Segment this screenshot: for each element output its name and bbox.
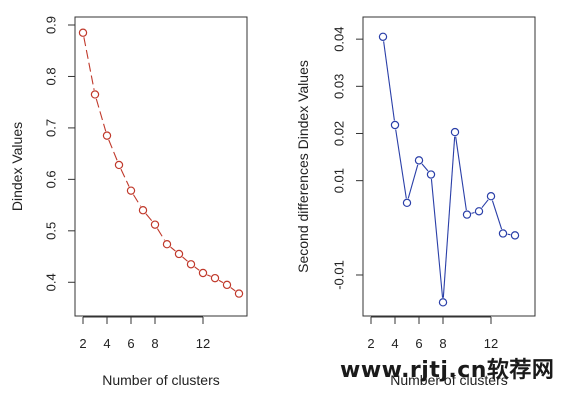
- x-axis-title: Number of clusters: [390, 372, 507, 388]
- series-line-segment: [182, 256, 188, 262]
- y-axis-title: Dindex Values: [9, 122, 25, 211]
- y-tick-label: 0.5: [44, 222, 59, 240]
- series-line-segment: [194, 266, 200, 271]
- series-line-segment: [491, 200, 503, 230]
- x-tick-label: 4: [391, 336, 398, 351]
- y-tick-label: 0.02: [332, 121, 347, 146]
- x-tick-label: 8: [151, 336, 158, 351]
- data-point: [462, 210, 472, 219]
- y-tick-label: -0.01: [332, 260, 347, 290]
- x-tick-label: 6: [415, 336, 422, 351]
- data-point: [174, 249, 184, 259]
- data-point: [150, 220, 160, 229]
- series-line-segment: [430, 179, 444, 298]
- data-point: [126, 186, 136, 195]
- series-line-segment: [481, 199, 489, 209]
- series-line-segment: [108, 139, 118, 161]
- data-point: [210, 273, 220, 283]
- series-line-segment: [132, 194, 142, 207]
- y-tick-label: 0.4: [44, 273, 59, 291]
- series-line-segment: [471, 211, 475, 214]
- data-point: [438, 298, 448, 307]
- data-point: [102, 131, 112, 140]
- y-tick-label: 0.6: [44, 170, 59, 188]
- series-line-segment: [395, 129, 407, 199]
- plot-frame: [74, 16, 248, 317]
- x-tick-label: 12: [484, 336, 498, 351]
- data-point: [162, 239, 172, 249]
- x-tick-label: 2: [367, 336, 374, 351]
- plot-frame: [362, 16, 536, 317]
- series-line-segment: [442, 136, 456, 298]
- panel-dindex: 2 4 6 8 12 0.4 0.5 0.6 0.7 0.8 0.9 Number of cluste…: [9, 16, 248, 388]
- series-line-segment: [156, 228, 166, 241]
- x-tick-label: 12: [196, 336, 210, 351]
- x-tick-label: 4: [103, 336, 110, 351]
- data-point: [414, 156, 424, 165]
- series-line-segment: [218, 279, 224, 284]
- x-axis-title: Number of clusters: [102, 372, 219, 388]
- series-line-segment: [145, 213, 153, 222]
- y-tick-label: 0.7: [44, 119, 59, 137]
- series-line-segment: [230, 287, 236, 292]
- y-tick-label: 0.04: [332, 26, 347, 51]
- y-tick-label: 0.9: [44, 16, 59, 34]
- series-line-segment: [83, 37, 95, 91]
- watermark-text: www.rjtj.cn软荐网: [340, 358, 555, 383]
- data-point: [198, 268, 208, 278]
- data-point: [138, 206, 148, 215]
- series-line-segment: [455, 136, 467, 211]
- data-point: [90, 90, 100, 99]
- data-point: [426, 170, 436, 179]
- x-tick-label: 2: [79, 336, 86, 351]
- panel-second-differences: 2 4 6 8 12 -0.01 0.01 0.02 0.03 0.04 Number of clu…: [295, 16, 536, 388]
- data-point: [234, 289, 244, 298]
- y-tick-label: 0.03: [332, 74, 347, 99]
- x-tick-label: 8: [439, 336, 446, 351]
- data-point: [78, 28, 88, 37]
- y-axis-title: Second differences Dindex Values: [295, 60, 311, 273]
- series-line-segment: [383, 41, 395, 121]
- series-line-segment: [407, 164, 419, 199]
- data-point: [186, 260, 196, 269]
- data-point: [222, 280, 232, 290]
- data-point: [450, 127, 460, 137]
- series-line-segment: [207, 274, 211, 277]
- series-line-segment: [95, 98, 107, 132]
- data-point: [510, 231, 520, 240]
- x-tick-label: 6: [127, 336, 134, 351]
- series-line-segment: [170, 246, 176, 252]
- y-tick-label: 0.01: [332, 168, 347, 193]
- data-point: [474, 207, 484, 216]
- data-point: [378, 32, 388, 41]
- data-point: [390, 120, 400, 130]
- data-point: [402, 198, 412, 208]
- series-line-segment: [120, 168, 130, 187]
- y-tick-label: 0.8: [44, 67, 59, 85]
- series-line-segment: [421, 163, 429, 172]
- data-point: [498, 229, 508, 238]
- data-point: [114, 160, 124, 170]
- data-point: [486, 192, 496, 201]
